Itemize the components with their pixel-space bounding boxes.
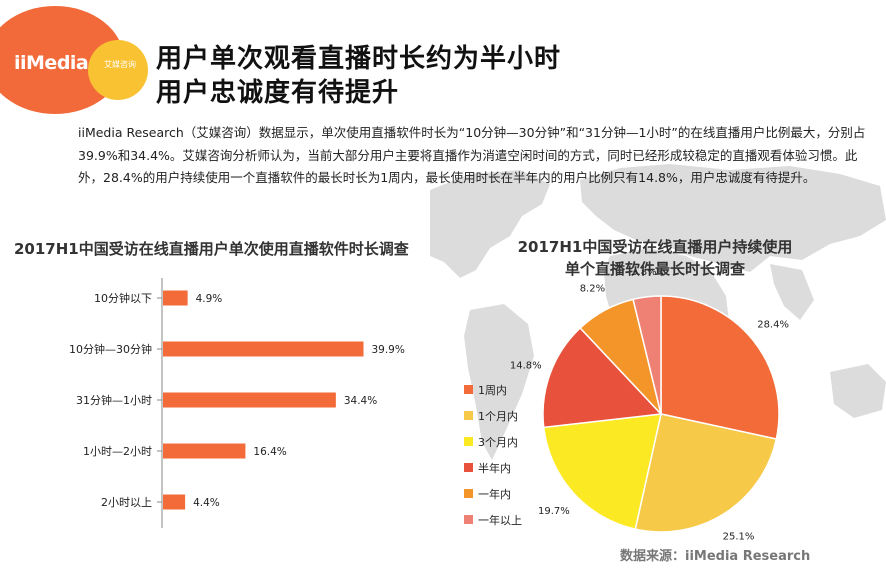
pie-slice — [632, 295, 662, 415]
bar-category-label: 10分钟—30分钟 — [69, 342, 152, 356]
pie-slice — [634, 413, 778, 533]
logo-circle-yellow — [88, 40, 148, 100]
bar-value-label: 4.9% — [196, 293, 223, 305]
map-europe-asia — [580, 164, 886, 272]
pie-legend-swatch — [464, 515, 473, 524]
bar-category-label: 2小时以上 — [101, 496, 152, 509]
pie-legend-label: 1个月内 — [478, 409, 518, 423]
logo-brand: iiMedia — [14, 52, 89, 74]
pie-slice — [660, 295, 780, 440]
headline-line-2: 用户忠诚度有待提升 — [156, 78, 400, 108]
bar — [163, 494, 186, 510]
bar-category-label: 31分钟—1小时 — [76, 393, 152, 407]
bar-category-label: 1小时—2小时 — [83, 445, 152, 458]
pie-chart-title-line-2: 单个直播软件最长时长调查 — [564, 260, 745, 278]
bar-chart: 10分钟以下 4.9% 10分钟—30分钟 39.9% 31分钟—1小时 34.4% 1小时… — [69, 278, 405, 528]
bar-value-label: 39.9% — [371, 344, 404, 356]
pie-legend-swatch — [464, 385, 473, 394]
pie-value-label: 14.8% — [510, 360, 542, 371]
data-source: 数据来源：iiMedia Research — [620, 549, 811, 564]
bar — [163, 443, 246, 459]
pie-legend-swatch — [464, 411, 473, 420]
pie-legend-label: 一年以上 — [478, 513, 522, 527]
pie-value-label: 28.4% — [757, 320, 789, 331]
pie-value-label: 25.1% — [723, 531, 755, 542]
pie-legend-swatch — [464, 437, 473, 446]
bar — [163, 290, 188, 306]
pie-legend-label: 3个月内 — [478, 435, 518, 449]
bar — [163, 341, 364, 357]
bar-value-label: 4.4% — [193, 497, 220, 509]
intro-paragraph: iiMedia Research（艾媒咨询）数据显示，单次使用直播软件时长为“1… — [78, 125, 866, 185]
pie-value-label: 19.7% — [538, 506, 570, 517]
pie-value-label: 3.8% — [631, 270, 656, 278]
pie-legend-label: 一年内 — [478, 487, 511, 501]
bar-value-label: 34.4% — [344, 395, 377, 407]
pie-legend-label: 1周内 — [478, 383, 507, 397]
headline-line-1: 用户单次观看直播时长约为半小时 — [156, 44, 562, 74]
pie-slice — [542, 413, 662, 531]
pie-value-label: 8.2% — [580, 283, 605, 294]
logo-sub-text: 艾媒咨询 — [104, 60, 136, 69]
map-australia — [830, 364, 886, 418]
map-north-america — [430, 170, 550, 278]
pie-chart: 28.4% 25.1% 19.7% 14.8% 8.2% 3.8% 1周内 1个月内 3个月内半… — [464, 270, 789, 542]
pie-legend-label: 半年内 — [478, 461, 511, 475]
bar-chart-title: 2017H1中国受访在线直播用户单次使用直播软件时长调查 — [14, 240, 409, 258]
bar — [163, 392, 336, 408]
bar-value-label: 16.4% — [253, 446, 286, 458]
pie-legend-swatch — [464, 463, 473, 472]
map-south-asia — [770, 264, 814, 320]
pie-legend-swatch — [464, 489, 473, 498]
pie-slice — [542, 326, 663, 429]
pie-chart-title-line-1: 2017H1中国受访在线直播用户持续使用 — [517, 238, 793, 256]
map-south-america — [464, 304, 534, 460]
bar-category-label: 10分钟以下 — [94, 291, 152, 305]
